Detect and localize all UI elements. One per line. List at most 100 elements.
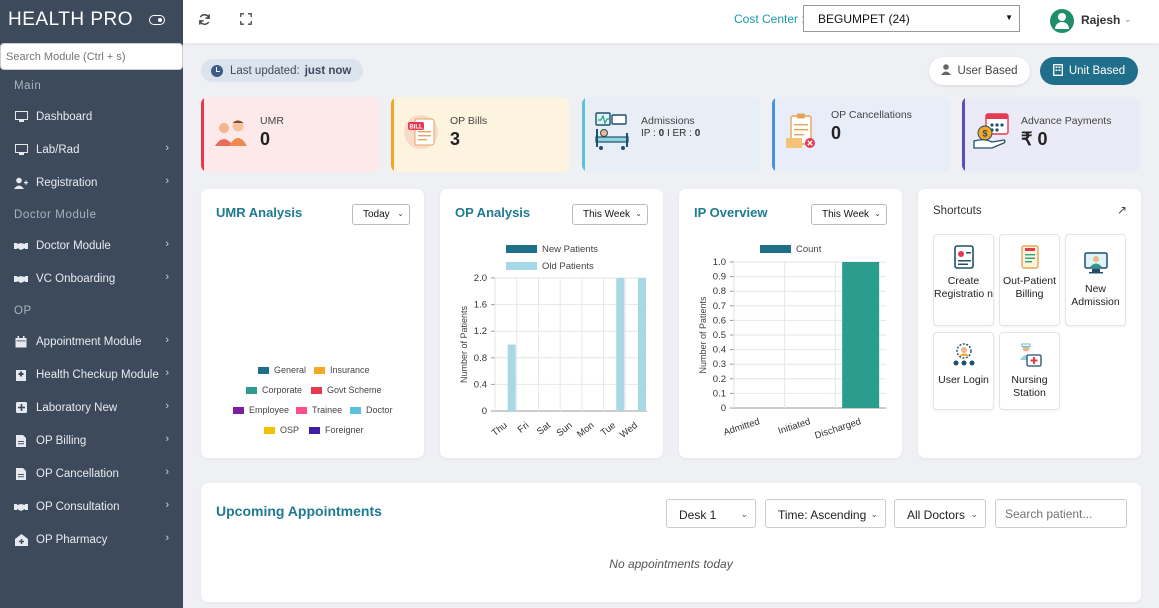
sidebar-item-dashboard[interactable]: Dashboard <box>0 100 183 133</box>
sidebar-item-appointment[interactable]: Appointment Module › <box>0 325 183 358</box>
doctor-select[interactable]: All Doctors ⌄ <box>894 499 986 528</box>
sidebar-item-label: OP Billing <box>36 434 87 447</box>
sidebar-item-health-checkup[interactable]: Health Checkup Module › <box>0 358 183 391</box>
ip-overview-chart: Count 0 0.1 0.2 0.3 0.4 0.5 0.6 0.7 0.8 0.9 1.0 Numb… <box>698 244 886 442</box>
brand-bar: HEALTH PRO <box>0 0 183 40</box>
user-based-label: User Based <box>957 65 1018 77</box>
y-tick-label: 0.4 <box>474 379 487 390</box>
er-value: 0 <box>694 128 701 139</box>
legend-item: Foreigner <box>309 425 364 435</box>
shortcut-new-admission[interactable]: New Admission <box>1065 234 1126 326</box>
last-updated-label: Last updated: <box>230 64 300 77</box>
legend-item: OSP <box>264 425 299 435</box>
y-tick-label: 0.4 <box>713 345 726 356</box>
admissions-card[interactable]: Admissions IP : 0 I ER : 0 <box>582 97 760 172</box>
shortcuts-title: Shortcuts <box>933 205 982 217</box>
sidebar-item-vc-onboarding[interactable]: VC Onboarding › <box>0 262 183 295</box>
sidebar-item-label: Doctor Module <box>36 239 111 252</box>
admission-icon <box>1083 252 1108 274</box>
sidebar-item-op-cancellation[interactable]: OP Cancellation › <box>0 457 183 490</box>
sidebar-item-op-pharmacy[interactable]: OP Pharmacy › <box>0 523 183 556</box>
desk-select[interactable]: Desk 1 ⌄ <box>666 499 756 528</box>
op-analysis-title: OP Analysis <box>455 205 531 220</box>
sidebar-item-label: Dashboard <box>36 110 93 123</box>
patient-search-input[interactable] <box>995 499 1127 528</box>
user-plus-icon <box>14 177 28 189</box>
ip-period-select[interactable]: This Week ⌄ <box>811 204 887 225</box>
y-axis-label: Number of Patients <box>698 296 708 374</box>
refresh-icon[interactable] <box>198 13 211 29</box>
ip-value: 0 <box>658 128 665 139</box>
user-name[interactable]: Rajesh <box>1081 13 1121 27</box>
legend-item: Corporate <box>246 385 302 395</box>
y-tick-label: 1.6 <box>474 300 487 311</box>
sidebar: HEALTH PRO Main Dashboard Lab/Rad › Regi… <box>0 0 183 608</box>
shortcut-label: Out-Patient Billing <box>1002 275 1057 300</box>
legend-item: Govt Scheme <box>311 385 382 395</box>
avatar[interactable] <box>1050 9 1074 33</box>
advance-payments-value: ₹ 0 <box>1021 129 1048 149</box>
op-period-select[interactable]: This Week ⌄ <box>572 204 648 225</box>
y-tick-label: 1.0 <box>713 257 726 268</box>
chevron-down-icon: ⌄ <box>970 509 978 519</box>
shortcut-out-patient-billing[interactable]: Out-Patient Billing <box>999 234 1060 326</box>
op-bills-value: 3 <box>450 129 461 149</box>
monitor-icon <box>14 111 28 123</box>
advance-payments-card[interactable]: $ Advance Payments ₹ 0 <box>962 97 1140 172</box>
legend-label: Old Patients <box>542 261 594 272</box>
clinic-icon <box>14 533 28 546</box>
sidebar-item-op-consultation[interactable]: OP Consultation › <box>0 490 183 523</box>
op-bills-card[interactable]: BILL OP Bills 3 <box>391 97 569 172</box>
user-based-button[interactable]: User Based <box>929 57 1030 85</box>
module-search-input[interactable] <box>0 43 183 70</box>
chevron-down-icon[interactable]: ⌄ <box>1124 14 1132 24</box>
chevron-right-icon: › <box>165 142 169 154</box>
handshake-icon <box>14 501 28 513</box>
sort-select[interactable]: Time: Ascending ⌄ <box>765 499 886 528</box>
hospital-bed-icon <box>595 112 629 150</box>
legend-label: Corporate <box>262 385 303 395</box>
umr-analysis-panel: UMR Analysis Today ⌄ General Insurance C… <box>201 189 424 458</box>
section-doctor: Doctor Module <box>14 209 97 221</box>
op-cancellations-card[interactable]: OP Cancellations 0 <box>772 97 950 172</box>
shortcut-create-registration[interactable]: Create Registratio n <box>933 234 994 326</box>
legend-label: New Patients <box>542 244 598 255</box>
fullscreen-icon[interactable] <box>240 13 252 28</box>
bar <box>507 344 516 411</box>
shortcut-user-login[interactable]: User Login <box>933 332 994 410</box>
appointments-panel: Upcoming Appointments Desk 1 ⌄ Time: Asc… <box>201 483 1141 602</box>
file-icon <box>14 434 28 447</box>
cancel-document-icon <box>786 113 815 148</box>
admissions-label: Admissions <box>641 115 695 127</box>
umr-period-select[interactable]: Today ⌄ <box>352 204 410 225</box>
x-tick-label: Discharged <box>813 416 862 441</box>
cost-center-select[interactable]: BEGUMPET (24) ▼ <box>803 5 1020 32</box>
umr-value: 0 <box>260 129 271 149</box>
sidebar-item-laboratory-new[interactable]: Laboratory New › <box>0 391 183 424</box>
handshake-icon <box>14 240 28 252</box>
chevron-down-icon: ⌄ <box>870 509 878 519</box>
shortcut-nursing-station[interactable]: Nursing Station <box>999 332 1060 410</box>
unit-based-button[interactable]: Unit Based <box>1040 57 1138 85</box>
sidebar-item-registration[interactable]: Registration › <box>0 166 183 199</box>
sidebar-item-doctor-module[interactable]: Doctor Module › <box>0 229 183 262</box>
umr-card[interactable]: UMR 0 <box>201 97 379 172</box>
chevron-right-icon: › <box>165 466 169 478</box>
sidebar-item-label: OP Consultation <box>36 500 120 513</box>
registration-icon <box>953 245 974 269</box>
sidebar-item-lab-rad[interactable]: Lab/Rad › <box>0 133 183 166</box>
op-analysis-panel: OP Analysis This Week ⌄ New Patients Old … <box>440 189 663 458</box>
ip-overview-panel: IP Overview This Week ⌄ Count 0 0.1 0.2 0.3 0… <box>679 189 902 458</box>
sidebar-toggle-icon[interactable] <box>149 15 165 25</box>
shortcuts-panel: Shortcuts ↗ Create Registratio n Out-Pat… <box>918 189 1141 458</box>
sidebar-item-label: VC Onboarding <box>36 272 116 285</box>
sidebar-item-op-billing[interactable]: OP Billing › <box>0 424 183 457</box>
topbar: Cost Center : BEGUMPET (24) ▼ Rajesh ⌄ <box>183 0 1159 43</box>
cost-center-value: BEGUMPET (24) <box>818 12 910 26</box>
user-login-icon <box>953 343 974 366</box>
legend-item: Doctor <box>350 405 393 415</box>
last-updated-badge: Last updated: just now <box>201 59 364 82</box>
x-tick-label: Wed <box>618 420 640 441</box>
advance-payments-label: Advance Payments <box>1021 115 1112 127</box>
expand-arrow-icon[interactable]: ↗ <box>1116 203 1127 217</box>
